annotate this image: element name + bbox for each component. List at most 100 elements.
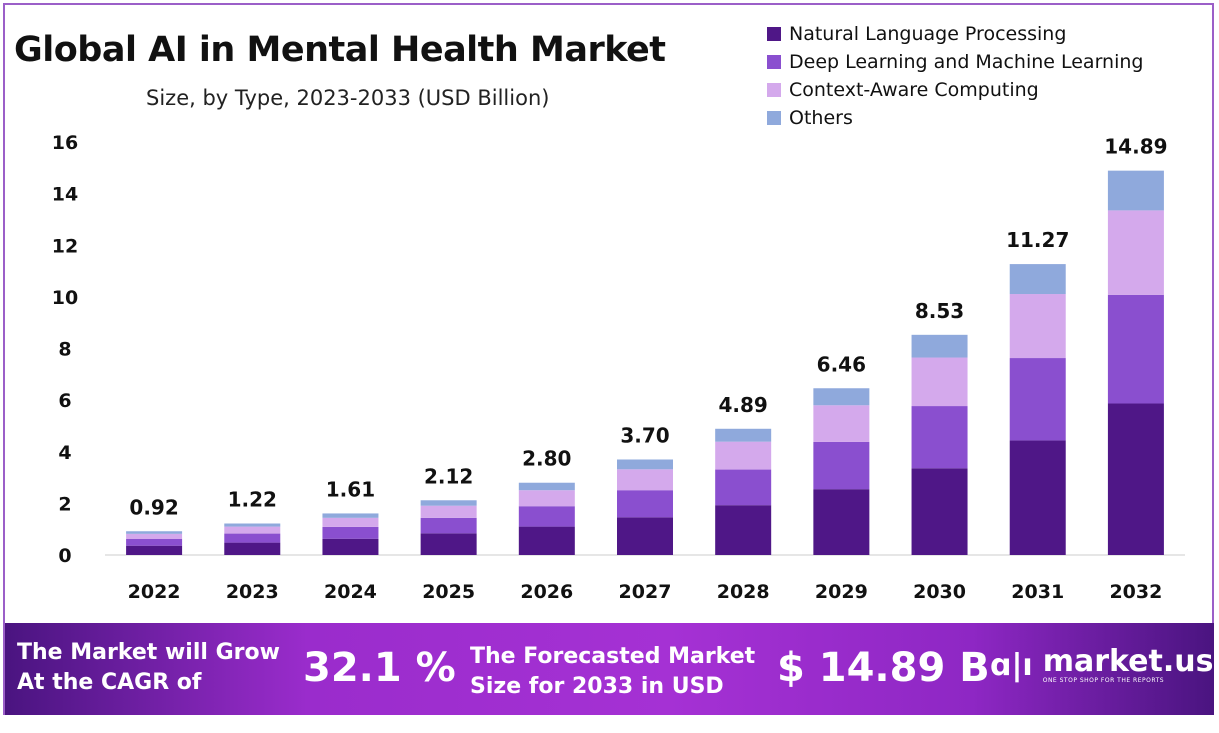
x-tick-label: 2029 [815, 581, 868, 603]
bar-segment-2028-s0 [715, 505, 772, 555]
bar-segment-2029-s0 [813, 489, 870, 555]
x-tick-label: 2030 [913, 581, 966, 603]
bar-segment-2032-s2 [1107, 210, 1164, 295]
legend-swatch [767, 27, 781, 41]
bar-segment-2022-s1 [126, 538, 183, 546]
data-label-total: 3.70 [620, 423, 669, 447]
chart-subtitle: Size, by Type, 2023-2033 (USD Billion) [146, 86, 550, 110]
data-label-total: 1.61 [326, 477, 375, 501]
data-label-total: 4.89 [719, 393, 768, 417]
legend-label: Deep Learning and Machine Learning [789, 51, 1144, 73]
bar-segment-2028-s3 [715, 428, 772, 442]
x-tick-label: 2023 [226, 581, 279, 603]
summary-banner: The Market will Grow At the CAGR of 32.1… [5, 623, 1214, 715]
bar-segment-2024-s0 [322, 538, 379, 555]
y-tick-label: 12 [52, 235, 78, 257]
bar-segment-2025-s3 [420, 500, 477, 506]
bar-segment-2029-s1 [813, 441, 870, 490]
forecast-label: The Forecasted Market Size for 2033 in U… [470, 642, 755, 702]
chart-title: Global AI in Mental Health Market [14, 30, 666, 70]
data-label-total: 2.80 [522, 447, 571, 471]
data-label-total: 1.22 [228, 488, 277, 512]
bar-segment-2031-s3 [1009, 264, 1066, 295]
forecast-label-line1: The Forecasted Market [470, 644, 756, 669]
legend-item-nlp: Natural Language Processing [767, 20, 1143, 48]
bar-segment-2030-s1 [911, 406, 968, 469]
logo-tagline: ONE STOP SHOP FOR THE REPORTS [1042, 677, 1165, 684]
x-tick-label: 2028 [717, 581, 770, 603]
bar-segment-2029-s3 [813, 388, 870, 406]
bar-segment-2028-s1 [715, 469, 772, 506]
bar-segment-2028-s2 [715, 441, 772, 470]
bar-segment-2023-s2 [224, 526, 281, 534]
y-tick-label: 0 [58, 545, 71, 567]
y-tick-label: 2 [58, 493, 71, 515]
legend-item-context: Context-Aware Computing [767, 76, 1143, 104]
legend-item-others: Others [767, 104, 1143, 132]
forecast-value: $ 14.89 B [777, 645, 990, 691]
forecast-label-line2: Size for 2033 in USD [470, 674, 724, 699]
x-tick-label: 2026 [520, 581, 573, 603]
legend-swatch [767, 55, 781, 69]
bar-segment-2030-s0 [911, 468, 968, 555]
bar-segment-2027-s3 [617, 459, 673, 470]
x-tick-label: 2031 [1011, 581, 1064, 603]
x-tick-label: 2025 [422, 581, 475, 603]
y-tick-label: 8 [58, 339, 71, 361]
logo-icon: ɑ|ı [990, 648, 1033, 683]
data-label-total: 11.27 [1006, 228, 1069, 252]
legend-swatch [767, 111, 781, 125]
bar-segment-2026-s0 [518, 526, 575, 555]
market-us-logo: ɑ|ı market.us ONE STOP SHOP FOR THE REPO… [990, 644, 1214, 685]
data-label-total: 2.12 [424, 464, 473, 488]
cagr-value: 32.1 % [303, 645, 456, 691]
bar-segment-2025-s1 [420, 517, 477, 534]
bar-segment-2023-s3 [224, 523, 281, 527]
data-label-total: 14.89 [1104, 135, 1167, 159]
bar-segment-2022-s2 [126, 533, 183, 539]
legend-item-dl: Deep Learning and Machine Learning [767, 48, 1143, 76]
y-tick-label: 14 [52, 184, 78, 206]
bar-segment-2026-s1 [518, 506, 575, 527]
bar-segment-2024-s1 [322, 526, 379, 539]
y-tick-label: 6 [58, 390, 71, 412]
bar-segment-2027-s1 [617, 490, 673, 518]
x-tick-label: 2024 [324, 581, 377, 603]
bar-segment-2031-s1 [1009, 358, 1066, 441]
bar-segment-2025-s2 [420, 505, 477, 518]
bar-segment-2031-s0 [1009, 440, 1066, 555]
cagr-label-line2: At the CAGR of [17, 670, 202, 695]
legend-label: Context-Aware Computing [789, 79, 1039, 101]
bar-segment-2025-s0 [420, 533, 477, 555]
x-tick-label: 2027 [619, 581, 672, 603]
bar-segment-2030-s3 [911, 334, 968, 358]
bar-segment-2022-s3 [126, 531, 183, 534]
bar-segment-2032-s3 [1107, 170, 1164, 211]
chart-plot: 0 2 4 6 8 10 12 14 16 0.92 2022 1.22 2023 1.61 2024 2.1… [52, 132, 1185, 603]
bar-segment-2023-s1 [224, 533, 281, 543]
bar-segment-2032-s1 [1107, 294, 1164, 404]
cagr-label-line1: The Market will Grow [17, 640, 280, 665]
bar-segment-2027-s0 [617, 517, 673, 555]
bar-segment-2027-s2 [617, 469, 673, 491]
legend-label: Natural Language Processing [789, 23, 1067, 45]
bar-segment-2024-s3 [322, 513, 379, 518]
data-label-total: 0.92 [129, 495, 178, 519]
logo-name: market.us [1042, 644, 1214, 679]
bar-segment-2031-s2 [1009, 294, 1066, 359]
legend: Natural Language Processing Deep Learnin… [767, 20, 1143, 132]
bar-segment-2023-s0 [224, 542, 281, 555]
bar-segment-2030-s2 [911, 357, 968, 407]
bar-segment-2029-s2 [813, 405, 870, 442]
y-tick-label: 16 [52, 132, 78, 154]
x-tick-label: 2022 [128, 581, 181, 603]
bar-segment-2024-s2 [322, 517, 379, 527]
y-tick-label: 10 [52, 287, 78, 309]
y-tick-label: 4 [58, 442, 71, 464]
bar-segment-2022-s0 [126, 545, 183, 555]
x-tick-label: 2032 [1109, 581, 1162, 603]
legend-label: Others [789, 107, 853, 129]
data-label-total: 8.53 [915, 299, 964, 323]
cagr-label: The Market will Grow At the CAGR of [17, 638, 280, 698]
bar-segment-2026-s2 [518, 490, 575, 507]
